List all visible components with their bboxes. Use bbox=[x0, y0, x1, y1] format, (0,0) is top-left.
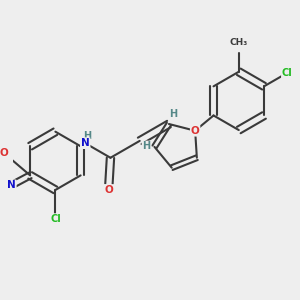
Text: Cl: Cl bbox=[50, 214, 61, 224]
Text: Cl: Cl bbox=[282, 68, 292, 78]
Text: N: N bbox=[7, 180, 16, 190]
Text: H: H bbox=[142, 141, 151, 152]
Text: CH₃: CH₃ bbox=[230, 38, 248, 47]
Text: O: O bbox=[105, 185, 113, 195]
Text: O: O bbox=[0, 148, 8, 158]
Text: O: O bbox=[191, 126, 200, 136]
Text: H: H bbox=[84, 131, 92, 141]
Text: H: H bbox=[169, 109, 178, 119]
Text: N: N bbox=[81, 138, 90, 148]
